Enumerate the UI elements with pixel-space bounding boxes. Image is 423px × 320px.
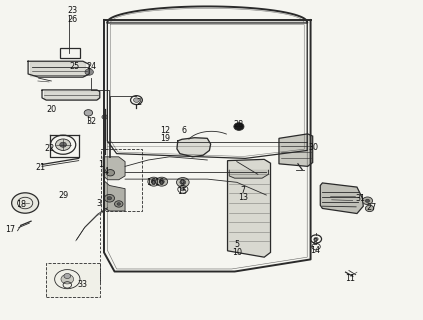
Text: 12: 12 xyxy=(160,126,170,135)
Text: 21: 21 xyxy=(36,164,46,172)
Circle shape xyxy=(134,98,140,102)
Text: 25: 25 xyxy=(69,61,80,70)
Text: 28: 28 xyxy=(234,120,244,130)
Text: 5: 5 xyxy=(234,240,239,249)
Text: 33: 33 xyxy=(78,280,88,289)
Text: 17: 17 xyxy=(5,225,15,234)
Circle shape xyxy=(102,115,108,119)
Text: 20: 20 xyxy=(46,105,56,114)
Text: 1: 1 xyxy=(98,160,103,169)
Circle shape xyxy=(64,273,71,278)
Circle shape xyxy=(117,203,121,205)
Circle shape xyxy=(104,195,115,202)
Text: 3: 3 xyxy=(96,198,102,207)
Polygon shape xyxy=(177,138,211,157)
Bar xyxy=(46,263,100,297)
Text: 31: 31 xyxy=(355,194,365,204)
Text: 22: 22 xyxy=(44,144,54,153)
Circle shape xyxy=(314,237,318,241)
Text: 15: 15 xyxy=(177,188,187,196)
Text: 8: 8 xyxy=(312,238,317,247)
Circle shape xyxy=(365,199,370,202)
Circle shape xyxy=(84,110,93,116)
Text: 16: 16 xyxy=(146,179,156,188)
Polygon shape xyxy=(228,159,271,257)
Text: 7: 7 xyxy=(241,186,246,195)
Circle shape xyxy=(181,188,185,191)
Circle shape xyxy=(60,142,66,147)
Polygon shape xyxy=(229,170,269,178)
Text: 19: 19 xyxy=(160,134,170,143)
Circle shape xyxy=(55,139,71,150)
Circle shape xyxy=(148,177,159,186)
Text: 10: 10 xyxy=(232,248,242,257)
Polygon shape xyxy=(279,134,313,166)
Text: 26: 26 xyxy=(67,15,77,24)
Polygon shape xyxy=(320,183,363,213)
Circle shape xyxy=(106,170,115,176)
Circle shape xyxy=(363,197,373,204)
Circle shape xyxy=(107,197,112,200)
Bar xyxy=(60,49,80,58)
Circle shape xyxy=(156,177,168,186)
Circle shape xyxy=(61,274,74,284)
Text: 27: 27 xyxy=(367,203,377,212)
Text: 18: 18 xyxy=(16,200,26,209)
Circle shape xyxy=(85,69,93,75)
Bar xyxy=(101,149,143,211)
Circle shape xyxy=(365,205,374,212)
Circle shape xyxy=(115,201,123,207)
Circle shape xyxy=(176,178,189,187)
Text: 30: 30 xyxy=(308,143,319,152)
Text: 23: 23 xyxy=(67,6,77,15)
Text: 2: 2 xyxy=(137,98,142,107)
Text: 9: 9 xyxy=(179,180,184,188)
Text: 16: 16 xyxy=(154,179,164,188)
Circle shape xyxy=(234,123,244,130)
Polygon shape xyxy=(104,181,125,211)
Circle shape xyxy=(159,180,164,184)
Text: 29: 29 xyxy=(58,190,68,200)
Text: 6: 6 xyxy=(181,126,186,135)
Text: 24: 24 xyxy=(86,61,96,70)
Text: 4: 4 xyxy=(104,167,109,176)
Text: 11: 11 xyxy=(345,274,355,283)
Circle shape xyxy=(12,193,38,213)
Text: 14: 14 xyxy=(310,246,320,255)
Circle shape xyxy=(151,180,156,184)
Text: 32: 32 xyxy=(86,117,96,126)
Circle shape xyxy=(180,180,186,185)
Text: 13: 13 xyxy=(238,193,248,203)
Polygon shape xyxy=(103,157,125,180)
